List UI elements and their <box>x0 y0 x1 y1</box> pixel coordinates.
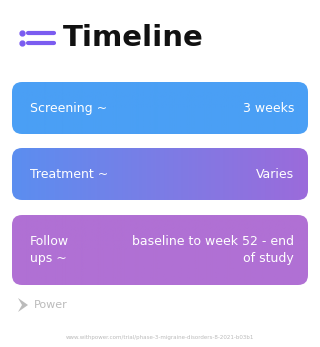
Polygon shape <box>18 298 28 312</box>
Text: Screening ~: Screening ~ <box>30 102 107 115</box>
Text: www.withpower.com/trial/phase-3-migraine-disorders-8-2021-b03b1: www.withpower.com/trial/phase-3-migraine… <box>66 335 254 339</box>
Text: Follow
ups ~: Follow ups ~ <box>30 235 69 265</box>
Text: Timeline: Timeline <box>63 24 204 52</box>
Text: Varies: Varies <box>256 168 294 180</box>
Text: Power: Power <box>34 300 68 310</box>
Text: Treatment ~: Treatment ~ <box>30 168 108 180</box>
Text: 3 weeks: 3 weeks <box>243 102 294 115</box>
Text: baseline to week 52 - end
of study: baseline to week 52 - end of study <box>132 235 294 265</box>
